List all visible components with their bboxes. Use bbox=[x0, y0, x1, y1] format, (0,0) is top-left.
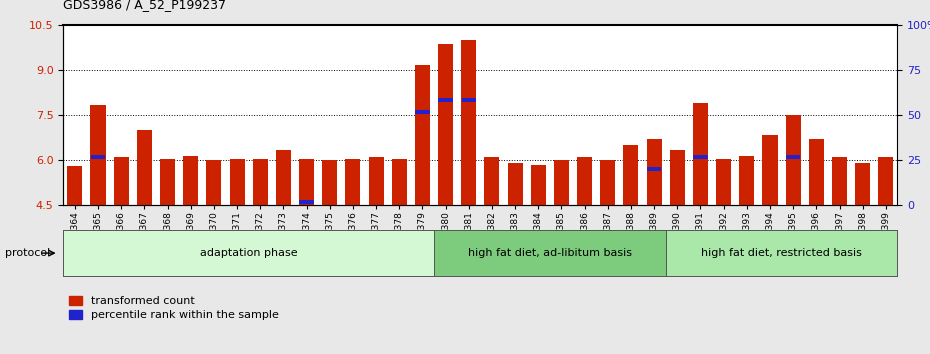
Bar bbox=[438, 98, 453, 102]
Legend: transformed count, percentile rank within the sample: transformed count, percentile rank withi… bbox=[69, 296, 279, 320]
Text: GDS3986 / A_52_P199237: GDS3986 / A_52_P199237 bbox=[63, 0, 226, 11]
Bar bbox=[878, 157, 894, 205]
Bar bbox=[578, 157, 592, 205]
Bar bbox=[299, 159, 314, 205]
Bar bbox=[113, 157, 128, 205]
Bar bbox=[646, 139, 661, 205]
Text: adaptation phase: adaptation phase bbox=[200, 248, 298, 258]
Bar bbox=[392, 159, 406, 205]
Bar bbox=[531, 165, 546, 205]
Bar bbox=[416, 110, 430, 114]
Bar bbox=[856, 163, 870, 205]
Bar bbox=[368, 157, 383, 205]
Bar bbox=[554, 160, 569, 205]
Bar bbox=[91, 155, 105, 159]
Bar bbox=[230, 159, 245, 205]
Bar bbox=[461, 98, 476, 102]
Bar bbox=[485, 157, 499, 205]
Bar bbox=[693, 103, 708, 205]
Bar bbox=[623, 145, 639, 205]
Bar bbox=[206, 160, 221, 205]
Text: protocol: protocol bbox=[5, 248, 50, 258]
Text: high fat diet, restricted basis: high fat diet, restricted basis bbox=[701, 248, 862, 258]
Bar bbox=[600, 160, 616, 205]
Bar bbox=[299, 200, 313, 204]
Bar bbox=[694, 155, 708, 159]
Bar bbox=[90, 104, 105, 205]
Bar bbox=[670, 150, 684, 205]
Bar bbox=[160, 159, 175, 205]
Bar bbox=[763, 135, 777, 205]
Bar bbox=[832, 157, 847, 205]
Bar bbox=[809, 139, 824, 205]
Bar bbox=[508, 163, 523, 205]
Bar bbox=[739, 156, 754, 205]
Bar bbox=[322, 160, 338, 205]
Text: high fat diet, ad-libitum basis: high fat diet, ad-libitum basis bbox=[468, 248, 631, 258]
Bar bbox=[461, 40, 476, 205]
Bar bbox=[67, 166, 83, 205]
Bar bbox=[716, 159, 731, 205]
Bar bbox=[183, 156, 198, 205]
Bar bbox=[438, 44, 453, 205]
Bar bbox=[276, 150, 291, 205]
Bar bbox=[137, 130, 152, 205]
Bar bbox=[345, 159, 361, 205]
Bar bbox=[786, 155, 801, 159]
Bar bbox=[786, 115, 801, 205]
Bar bbox=[415, 65, 430, 205]
Bar bbox=[647, 167, 661, 171]
Bar bbox=[253, 159, 268, 205]
